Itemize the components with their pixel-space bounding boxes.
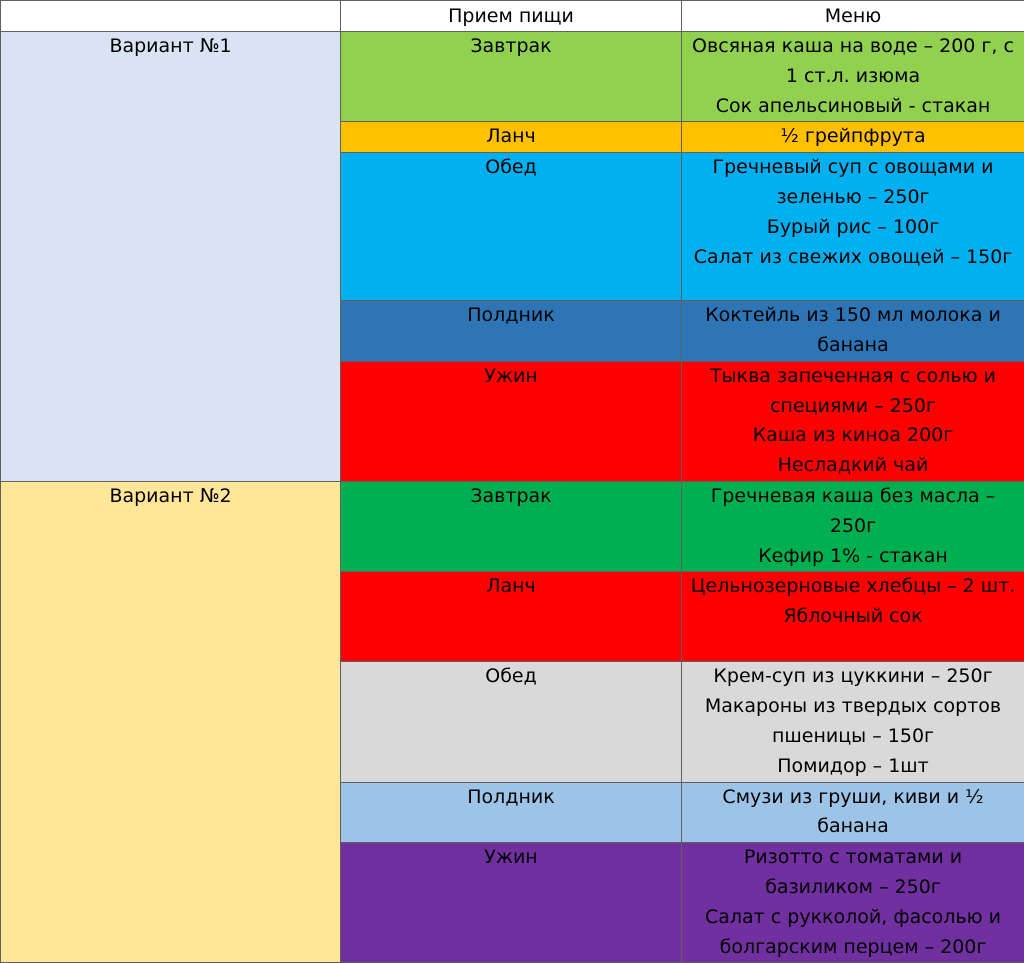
- header-cell-empty: [1, 1, 341, 32]
- menu-item: Ризотто с томатами и базиликом – 250г: [688, 843, 1018, 903]
- meal-name: Обед: [341, 153, 682, 301]
- menu-item: Цельнозерновые хлебцы – 2 шт.: [688, 572, 1018, 602]
- menu-item: Кефир 1% - стакан: [688, 542, 1018, 572]
- menu-item: ½ грейпфрута: [688, 122, 1018, 152]
- menu-item: Тыква запеченная с солью и специями – 25…: [688, 362, 1018, 422]
- menu-item: Несладкий чай: [688, 451, 1018, 481]
- meal-name: Полдник: [341, 782, 682, 843]
- menu-item: Салат из свежих овощей – 150г: [688, 243, 1018, 273]
- meal-name: Ужин: [341, 843, 682, 963]
- meal-menu: ½ грейпфрута: [682, 122, 1024, 153]
- menu-item: Макароны из твердых сортов пшеницы – 150…: [688, 692, 1018, 752]
- menu-item: Бурый рис – 100г: [688, 213, 1018, 243]
- meal-name: Полдник: [341, 301, 682, 362]
- meal-menu: Овсяная каша на воде – 200 г, с 1 ст.л. …: [682, 32, 1024, 122]
- meal-name: Ужин: [341, 361, 682, 481]
- meal-menu: Тыква запеченная с солью и специями – 25…: [682, 361, 1024, 481]
- menu-item: Помидор – 1шт: [688, 752, 1018, 782]
- menu-item: Крем-суп из цуккини – 250г: [688, 662, 1018, 692]
- header-cell-menu: Меню: [682, 1, 1024, 32]
- meal-menu: Коктейль из 150 мл молока и банана: [682, 301, 1024, 362]
- meal-menu: Гречневый суп с овощами и зеленью – 250г…: [682, 153, 1024, 301]
- header-row: Прием пищи Меню: [1, 1, 1024, 32]
- menu-item: Сок апельсиновый - стакан: [688, 92, 1018, 122]
- menu-item: Гречневая каша без масла – 250г: [688, 482, 1018, 542]
- menu-item: Овсяная каша на воде – 200 г, с 1 ст.л. …: [688, 32, 1018, 92]
- meal-name: Завтрак: [341, 32, 682, 122]
- menu-item: Каша из киноа 200г: [688, 421, 1018, 451]
- variant-label: Вариант №1: [1, 32, 341, 482]
- meal-name: Обед: [341, 662, 682, 782]
- menu-item: Салат с рукколой, фасолью и болгарским п…: [688, 903, 1018, 963]
- variant-label: Вариант №2: [1, 481, 341, 962]
- meal-menu: Цельнозерновые хлебцы – 2 шт.Яблочный со…: [682, 572, 1024, 662]
- meal-name: Ланч: [341, 572, 682, 662]
- header-cell-meal: Прием пищи: [341, 1, 682, 32]
- menu-item: Коктейль из 150 мл молока и банана: [688, 301, 1018, 361]
- menu-item: Яблочный сок: [688, 602, 1018, 632]
- meal-name: Завтрак: [341, 481, 682, 571]
- meal-menu: Смузи из груши, киви и ½ банана: [682, 782, 1024, 843]
- meal-name: Ланч: [341, 122, 682, 153]
- menu-item: Смузи из груши, киви и ½ банана: [688, 783, 1018, 843]
- menu-item: Гречневый суп с овощами и зеленью – 250г: [688, 153, 1018, 213]
